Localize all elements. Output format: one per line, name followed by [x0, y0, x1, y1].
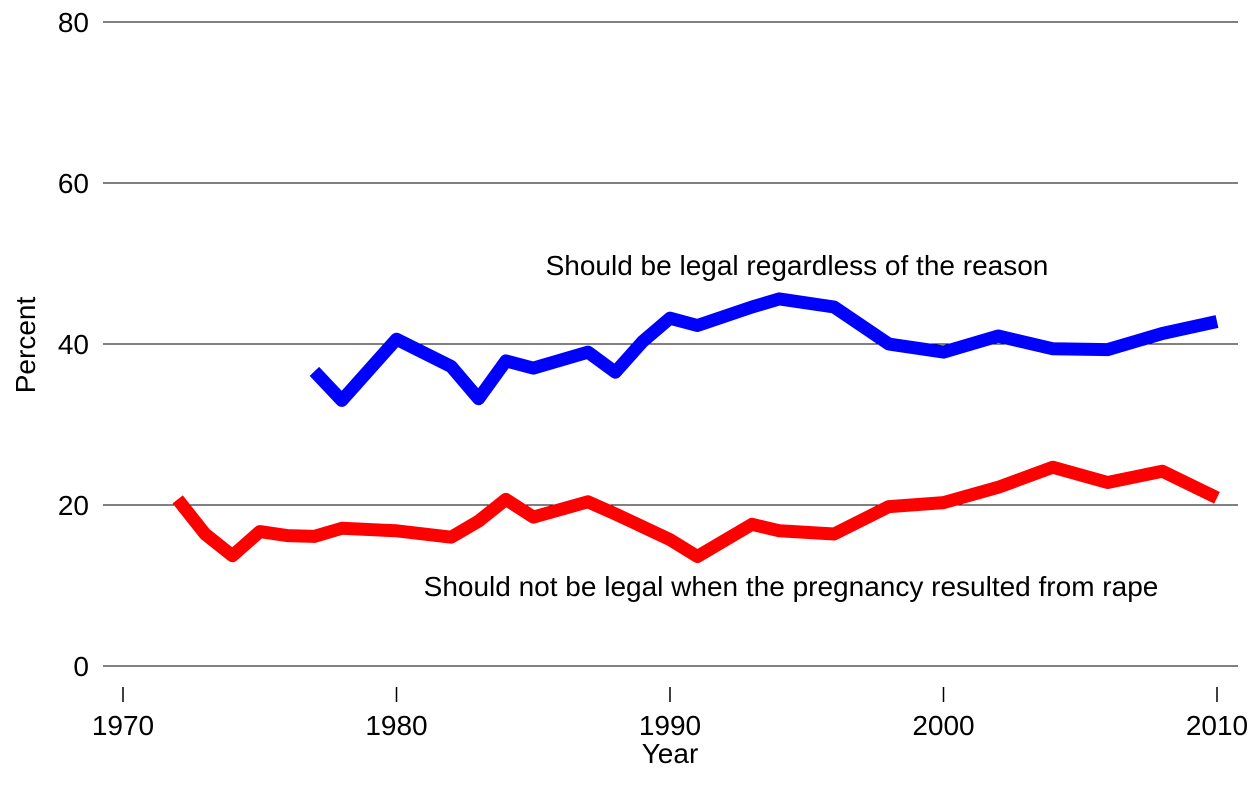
x-tick-label: 1970 [92, 710, 154, 741]
y-tick-label: 60 [58, 168, 89, 199]
y-tick-label: 80 [58, 7, 89, 38]
annotations: Should be legal regardless of the reason… [424, 250, 1159, 602]
gridlines [103, 21, 1238, 667]
x-tick-label: 1990 [639, 710, 701, 741]
x-tick-label: 1980 [365, 710, 427, 741]
y-tick-label: 40 [58, 329, 89, 360]
y-tick-labels: 0 20 40 60 80 [58, 7, 89, 682]
x-axis: 1970 1980 1990 2000 2010 [92, 687, 1248, 741]
y-axis-label: Percent [10, 297, 41, 394]
series-lines [172, 292, 1220, 563]
x-tick-label: 2000 [912, 710, 974, 741]
x-axis-label: Year [642, 738, 699, 769]
y-tick-label: 0 [73, 651, 89, 682]
y-tick-label: 20 [58, 490, 89, 521]
series-line-1 [309, 292, 1219, 407]
annotation-legal-regardless: Should be legal regardless of the reason [546, 250, 1049, 281]
annotation-not-legal-rape: Should not be legal when the pregnancy r… [424, 571, 1159, 602]
series-line-2 [172, 460, 1220, 563]
x-tick-label: 2010 [1186, 710, 1248, 741]
